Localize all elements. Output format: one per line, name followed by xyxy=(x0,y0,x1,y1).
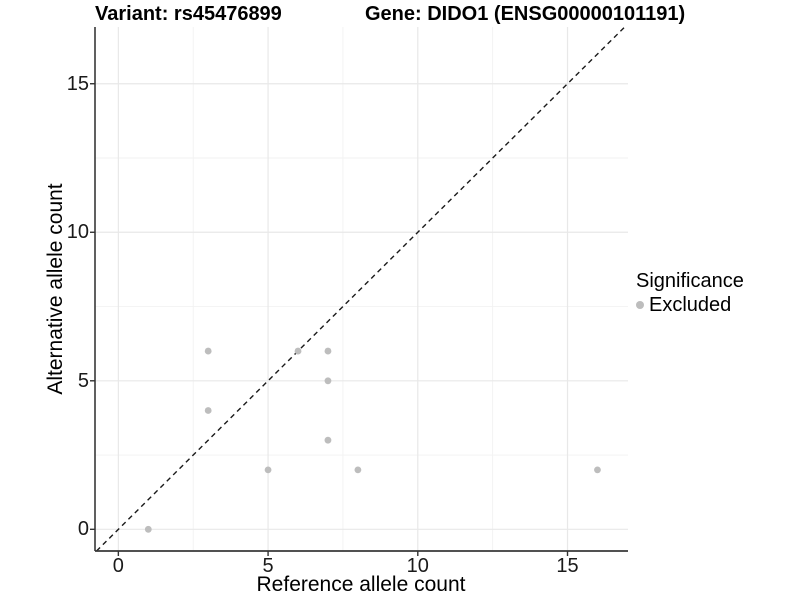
data-point xyxy=(264,466,272,474)
legend-item-excluded: Excluded xyxy=(636,294,744,316)
data-point xyxy=(204,407,212,414)
data-point xyxy=(324,347,332,355)
data-point xyxy=(324,436,332,444)
data-point xyxy=(294,347,302,355)
y-tick-label: 5 xyxy=(77,369,89,392)
data-point xyxy=(354,466,362,474)
plot-title-variant: Variant: rs45476899 xyxy=(95,3,282,25)
x-tick-label: 10 xyxy=(406,555,429,577)
data-point xyxy=(204,347,212,355)
x-tick-label: 15 xyxy=(556,555,579,577)
legend-title: Significance xyxy=(636,270,744,292)
y-tick-label: 10 xyxy=(66,221,89,244)
identity-dashed-line xyxy=(96,26,626,552)
x-tick-label: 5 xyxy=(262,555,274,577)
legend-item-label: Excluded xyxy=(649,294,732,316)
y-tick-label: 15 xyxy=(66,72,89,95)
legend: Significance Excluded xyxy=(636,269,744,316)
data-point xyxy=(594,466,601,474)
data-point xyxy=(144,525,152,533)
x-axis-title: Reference allele count xyxy=(256,573,466,596)
legend-point-icon xyxy=(636,301,644,309)
y-axis-title: Alternative allele count xyxy=(44,183,67,395)
x-tick-label: 0 xyxy=(112,555,124,577)
plot-title-gene: Gene: DIDO1 (ENSG00000101191) xyxy=(365,3,686,25)
data-point xyxy=(324,377,332,385)
y-tick-label: 0 xyxy=(77,518,89,541)
